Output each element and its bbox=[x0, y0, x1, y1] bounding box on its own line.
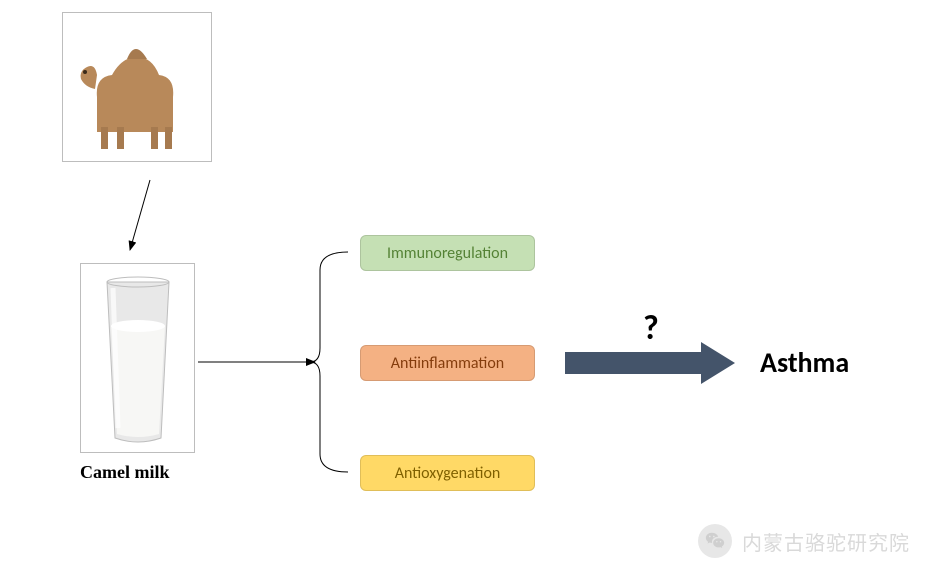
diagram-stage: Camel milk Immunoregulation Antiinflamma… bbox=[0, 0, 928, 574]
watermark: 内蒙古骆驼研究院 bbox=[698, 524, 910, 558]
outcome-asthma: Asthma bbox=[760, 345, 849, 380]
property-label: Immunoregulation bbox=[387, 244, 508, 263]
property-label: Antiinflammation bbox=[391, 354, 504, 373]
brace bbox=[310, 252, 348, 472]
question-mark: ? bbox=[643, 308, 659, 349]
arrow-camel-to-milk bbox=[130, 180, 150, 250]
property-antioxygenation: Antioxygenation bbox=[360, 455, 535, 491]
property-antiinflammation: Antiinflammation bbox=[360, 345, 535, 381]
wechat-icon bbox=[698, 524, 732, 558]
camel-milk-caption: Camel milk bbox=[80, 462, 170, 483]
milk-image bbox=[80, 263, 195, 453]
property-label: Antioxygenation bbox=[395, 464, 501, 483]
watermark-text: 内蒙古骆驼研究院 bbox=[742, 527, 910, 556]
camel-image bbox=[62, 12, 212, 162]
property-immunoregulation: Immunoregulation bbox=[360, 235, 535, 271]
